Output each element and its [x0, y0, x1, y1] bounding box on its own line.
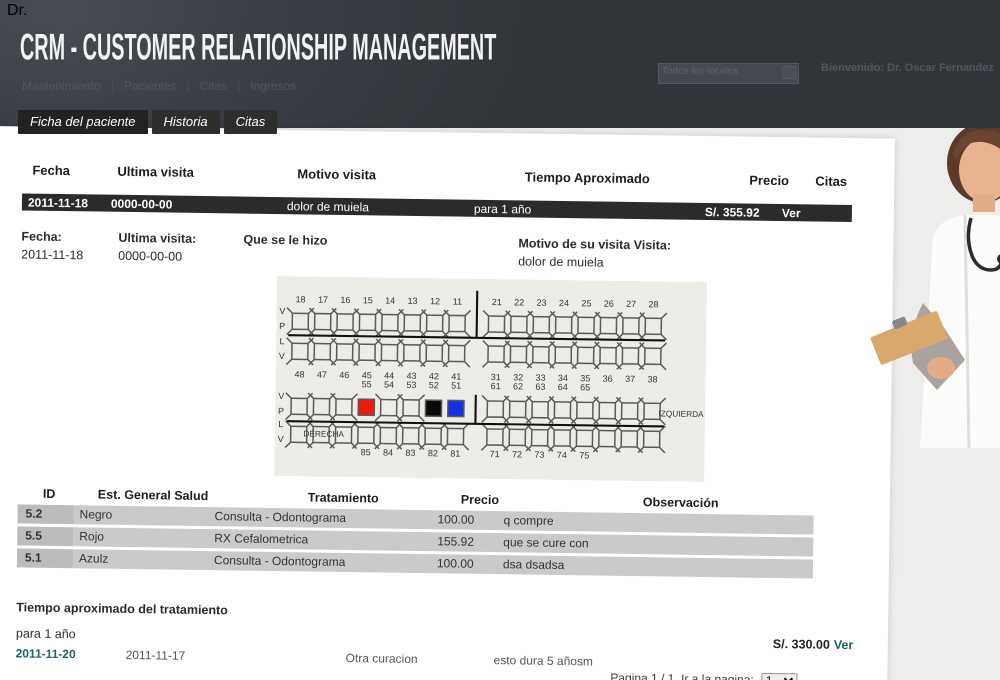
- svg-text:DERECHA: DERECHA: [303, 428, 344, 439]
- svg-text:48: 48: [294, 369, 304, 379]
- svg-text:17: 17: [318, 295, 328, 305]
- svg-text:11: 11: [453, 296, 462, 306]
- svg-text:13: 13: [408, 296, 418, 306]
- svg-text:36: 36: [603, 374, 613, 384]
- svg-text:46: 46: [339, 370, 349, 380]
- svg-text:15: 15: [363, 295, 373, 305]
- svg-text:61: 61: [491, 381, 501, 391]
- svg-text:65: 65: [580, 382, 590, 392]
- svg-text:V: V: [279, 306, 285, 316]
- svg-text:84: 84: [383, 448, 393, 458]
- svg-text:23: 23: [537, 298, 547, 308]
- svg-text:82: 82: [428, 448, 438, 458]
- svg-text:22: 22: [514, 297, 524, 307]
- svg-text:37: 37: [625, 374, 635, 384]
- svg-text:V: V: [279, 351, 285, 361]
- svg-text:73: 73: [534, 450, 544, 460]
- svg-text:P: P: [278, 406, 284, 416]
- svg-text:27: 27: [626, 299, 636, 309]
- svg-text:72: 72: [512, 449, 522, 459]
- svg-text:16: 16: [340, 295, 350, 305]
- svg-text:P: P: [279, 321, 285, 331]
- svg-text:71: 71: [490, 449, 500, 459]
- svg-text:53: 53: [406, 380, 416, 390]
- svg-text:83: 83: [405, 448, 415, 458]
- svg-text:51: 51: [451, 380, 461, 390]
- svg-text:12: 12: [430, 296, 440, 306]
- svg-text:64: 64: [558, 382, 568, 392]
- svg-text:21: 21: [492, 297, 502, 307]
- svg-text:54: 54: [384, 380, 394, 390]
- svg-text:IZQUIERDA: IZQUIERDA: [658, 408, 704, 419]
- svg-text:62: 62: [513, 381, 523, 391]
- svg-text:24: 24: [559, 298, 569, 308]
- svg-text:V: V: [278, 434, 284, 444]
- svg-text:14: 14: [385, 296, 395, 306]
- svg-text:63: 63: [535, 382, 545, 392]
- svg-text:75: 75: [579, 450, 589, 460]
- svg-text:28: 28: [648, 299, 658, 309]
- svg-text:V: V: [278, 391, 284, 401]
- svg-text:74: 74: [557, 450, 567, 460]
- svg-text:55: 55: [362, 379, 372, 389]
- svg-text:81: 81: [450, 448, 460, 458]
- svg-text:L: L: [279, 336, 284, 346]
- svg-text:52: 52: [429, 380, 439, 390]
- svg-text:25: 25: [581, 298, 591, 308]
- svg-text:85: 85: [361, 447, 371, 457]
- svg-text:L: L: [278, 419, 283, 429]
- svg-text:38: 38: [647, 374, 657, 384]
- svg-text:18: 18: [296, 294, 306, 304]
- svg-text:47: 47: [317, 370, 327, 380]
- svg-text:26: 26: [604, 299, 614, 309]
